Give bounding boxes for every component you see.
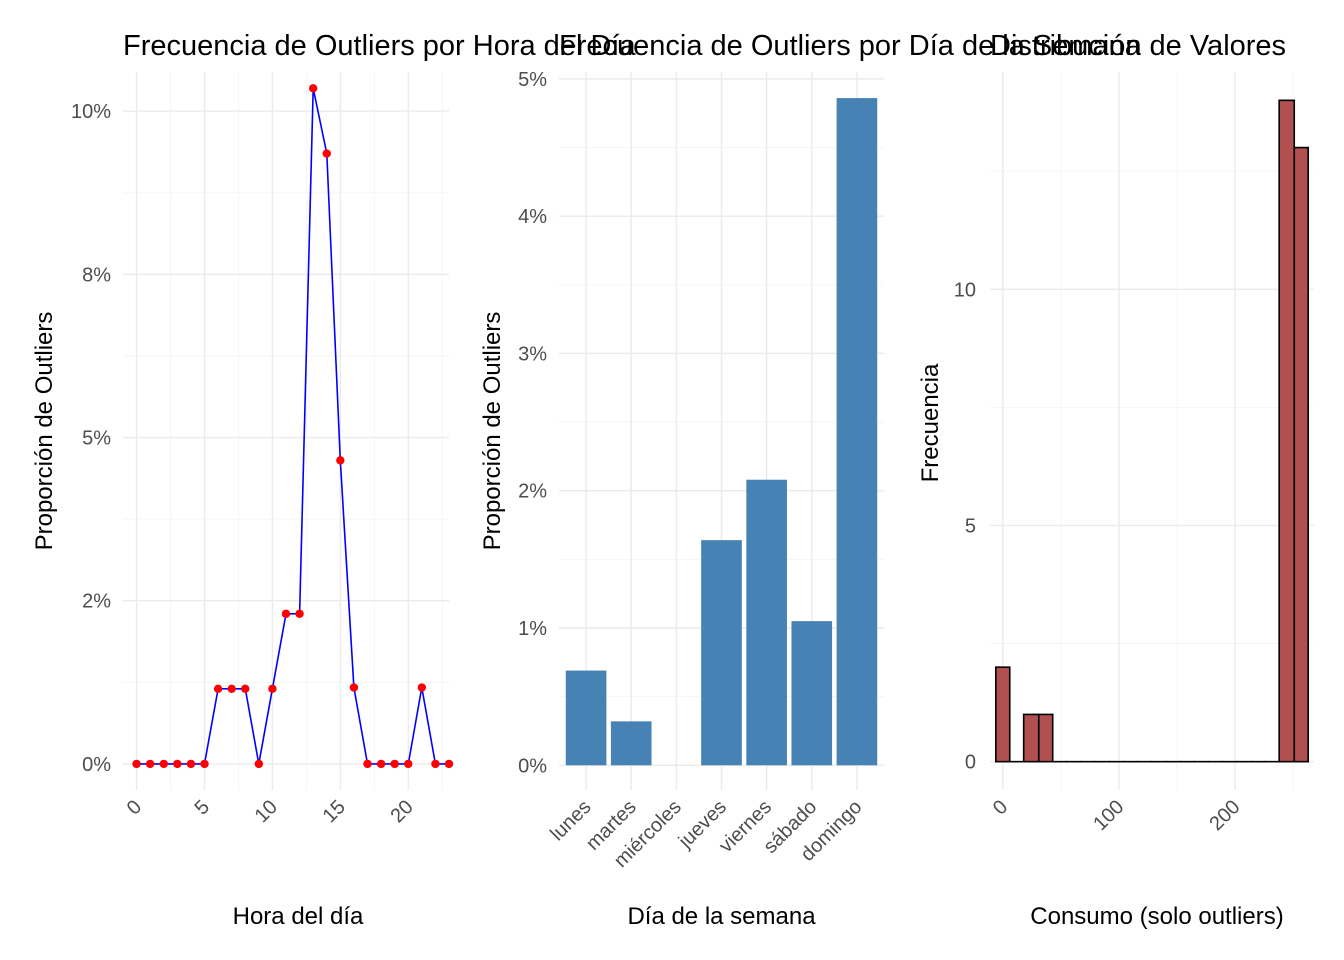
y-axis-title: Proporción de Outliers bbox=[31, 312, 58, 551]
data-point bbox=[173, 759, 182, 769]
x-tick-label: 200 bbox=[1205, 796, 1244, 835]
y-axis-title: Frecuencia bbox=[917, 363, 944, 482]
data-point bbox=[213, 684, 223, 694]
data-point bbox=[390, 759, 399, 769]
y-axis-title: Proporción de Outliers bbox=[479, 312, 506, 551]
data-point bbox=[322, 149, 331, 158]
bar-2 bbox=[610, 721, 652, 766]
hist-bin bbox=[995, 666, 1011, 763]
data-point bbox=[186, 759, 196, 769]
bar-6 bbox=[791, 621, 833, 766]
x-tick-label: 15 bbox=[319, 796, 350, 827]
y-tick-label: 0% bbox=[82, 754, 111, 776]
plot-title-2: Frecuencia de Outliers por Día de la Sem… bbox=[559, 30, 1142, 62]
data-point bbox=[376, 759, 386, 769]
x-axis-title: Hora del día bbox=[233, 903, 364, 930]
data-point bbox=[417, 683, 427, 692]
x-tick-label: 100 bbox=[1089, 796, 1128, 835]
plot-title-3: Distribución de Valores bbox=[990, 30, 1286, 62]
y-tick-label: 2% bbox=[518, 481, 547, 503]
y-tick-label: 0% bbox=[518, 755, 547, 777]
plot-title-1: Frecuencia de Outliers por Hora del Día bbox=[123, 30, 636, 62]
data-point bbox=[431, 759, 440, 769]
data-point bbox=[268, 684, 277, 694]
x-axis-title: Consumo (solo outliers) bbox=[1030, 903, 1283, 930]
data-point bbox=[132, 759, 141, 769]
y-tick-label: 4% bbox=[518, 206, 547, 228]
y-tick-label: 1% bbox=[518, 618, 547, 640]
y-tick-label: 3% bbox=[518, 343, 547, 365]
data-point bbox=[363, 759, 372, 769]
data-point bbox=[159, 759, 168, 769]
data-point bbox=[404, 759, 413, 769]
data-point bbox=[145, 759, 155, 769]
x-tick-label: 10 bbox=[251, 796, 282, 827]
y-tick-label: 10 bbox=[954, 279, 976, 301]
data-point bbox=[281, 609, 291, 618]
data-point bbox=[336, 456, 345, 465]
hist-bin bbox=[1022, 713, 1040, 763]
data-point bbox=[444, 759, 454, 769]
y-tick-label: 5% bbox=[82, 428, 111, 450]
x-tick-label: 5 bbox=[191, 796, 214, 819]
y-tick-label: 0 bbox=[965, 752, 976, 774]
hist-bin bbox=[1037, 713, 1054, 763]
y-tick-label: 5 bbox=[965, 515, 976, 537]
x-tick-label: 20 bbox=[386, 796, 417, 827]
data-point bbox=[349, 683, 359, 692]
data-point bbox=[295, 609, 304, 618]
data-point bbox=[308, 84, 318, 93]
bar-5 bbox=[746, 479, 787, 766]
series-line bbox=[136, 88, 449, 765]
hist-bin bbox=[1278, 99, 1296, 763]
x-tick-label: 0 bbox=[989, 796, 1012, 819]
bar-1 bbox=[565, 670, 607, 766]
x-axis-title: Día de la semana bbox=[627, 903, 816, 930]
hist-bin bbox=[1293, 146, 1309, 763]
y-tick-label: 2% bbox=[82, 591, 111, 613]
y-tick-label: 10% bbox=[71, 101, 111, 123]
bar-4 bbox=[701, 540, 742, 766]
data-point bbox=[200, 759, 209, 769]
data-point bbox=[254, 759, 264, 769]
panel-weekday: 0%1%2%3%4%5%lunesmartesmiércolesjuevesvi… bbox=[479, 69, 884, 930]
data-point bbox=[227, 684, 236, 694]
x-tick-label: 0 bbox=[123, 796, 146, 819]
y-tick-label: 8% bbox=[82, 264, 111, 286]
panel-hour: 0% 2% 5% 8% 10% 0 5 10 15 20 Hora del día Proporció… bbox=[31, 72, 454, 930]
data-point bbox=[241, 684, 250, 694]
y-tick-label: 5% bbox=[518, 69, 547, 91]
bar-7 bbox=[836, 98, 878, 766]
